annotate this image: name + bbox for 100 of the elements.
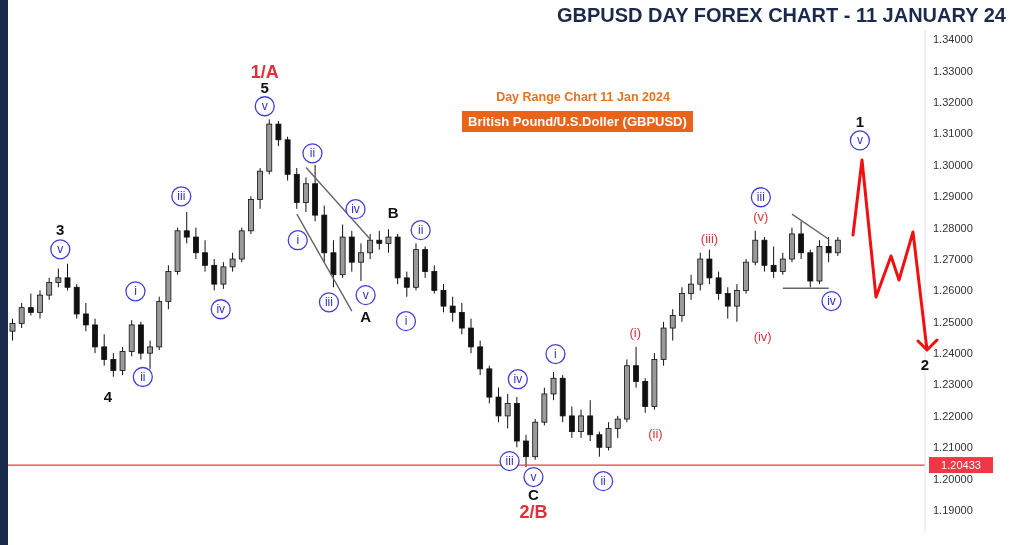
candlestick (724, 286, 731, 320)
y-tick-label: 1.28000 (933, 221, 973, 234)
candlestick (679, 286, 685, 323)
candlestick (376, 230, 383, 251)
candlestick (403, 271, 410, 298)
y-tick-label: 1.23000 (933, 378, 973, 391)
annotation: 4 (103, 388, 113, 406)
candlestick (110, 352, 117, 378)
candlestick (82, 302, 89, 332)
annotation: iv (216, 302, 226, 317)
candlestick (303, 176, 309, 213)
candlestick (9, 318, 16, 342)
candlestick (825, 236, 832, 263)
y-tick-label: 1.30000 (933, 158, 973, 171)
annotation: iii (324, 295, 333, 310)
ref-line-label: 1.20433 (941, 459, 981, 472)
annotation: i (404, 314, 408, 329)
annotation: ii (417, 223, 424, 238)
annotation: v (261, 99, 268, 114)
annotation: (ii) (648, 425, 663, 441)
candlestick (770, 245, 777, 279)
candlestick (605, 421, 612, 451)
candlestick (798, 220, 805, 260)
annotation: ii (140, 370, 146, 385)
y-tick-label: 1.24000 (933, 347, 973, 360)
candlestick (440, 283, 447, 313)
annotation: 2/B (519, 502, 548, 523)
annotation: v (362, 288, 369, 303)
annotation: British Pound/U.S.Doller (GBPUSD) (462, 111, 693, 132)
annotation: v (530, 470, 537, 485)
candlestick (92, 318, 98, 354)
candlestick (229, 252, 236, 273)
y-tick-label: 1.22000 (933, 409, 973, 422)
candlestick (275, 120, 282, 147)
annotation: v (856, 133, 863, 148)
annotation: i (554, 347, 557, 362)
candlestick (367, 233, 374, 260)
annotation: A (360, 308, 372, 326)
candlestick (706, 249, 713, 285)
annotation: B (387, 203, 399, 221)
candlestick (458, 302, 465, 335)
y-tick-label: 1.33000 (933, 64, 973, 77)
y-tick-label: 1.27000 (933, 252, 973, 265)
annotation: iv (351, 202, 360, 217)
candlestick (633, 346, 639, 389)
candlestick (385, 228, 392, 254)
candlestick (495, 387, 502, 423)
annotation: i (296, 233, 300, 248)
y-tick-label: 1.34000 (933, 33, 973, 46)
annotation: 3 (56, 220, 65, 238)
y-tick-label: 1.31000 (933, 127, 973, 140)
candlestick (568, 406, 575, 439)
candlestick (147, 340, 153, 370)
y-tick-label: 1.26000 (933, 284, 973, 297)
candlestick (468, 318, 474, 354)
candlestick (477, 340, 484, 376)
y-tick-label: 1.25000 (933, 315, 973, 328)
candlestick (779, 252, 786, 276)
candlestick (550, 371, 557, 401)
y-tick-label: 1.21000 (933, 441, 973, 454)
annotation: (iii) (700, 231, 719, 247)
annotation: iii (505, 454, 514, 469)
candlestick (220, 261, 227, 290)
candlestick (587, 399, 594, 442)
annotation: iii (177, 189, 186, 204)
annotation: (i) (629, 324, 641, 340)
candlestick (504, 393, 511, 429)
candlestick (614, 415, 621, 439)
candlestick (834, 236, 841, 257)
candlestick (193, 227, 199, 260)
candlestick (449, 296, 456, 323)
annotation: 2 (920, 356, 930, 374)
annotation: 1 (855, 112, 865, 130)
annotation: i (134, 284, 137, 299)
candlestick (37, 289, 43, 320)
annotation: iv (513, 372, 523, 387)
candlestick (669, 308, 676, 342)
y-tick-label: 1.19000 (933, 503, 973, 516)
annotation: (v) (753, 209, 769, 225)
annotation: iv (827, 294, 836, 309)
candlestick (431, 264, 438, 295)
candlestick (211, 258, 218, 291)
text: Day Range Chart 11 Jan 2024 (495, 90, 671, 104)
candlestick (523, 434, 529, 468)
candlestick (183, 211, 190, 244)
candlestick (330, 239, 337, 288)
candlestick (202, 239, 208, 273)
candlestick (715, 271, 722, 301)
annotation: C (528, 486, 540, 504)
annotation: iii (756, 190, 765, 205)
candlestick (101, 333, 108, 367)
candlestick (27, 293, 34, 317)
candlestick (688, 274, 694, 301)
y-tick-label: 1.20000 (933, 472, 973, 485)
annotation: v (57, 242, 64, 257)
annotation: ii (309, 146, 316, 161)
candlestick (55, 267, 62, 288)
y-tick-label: 1.29000 (933, 190, 973, 203)
annotation: ii (600, 474, 606, 489)
candlestick (18, 302, 25, 329)
